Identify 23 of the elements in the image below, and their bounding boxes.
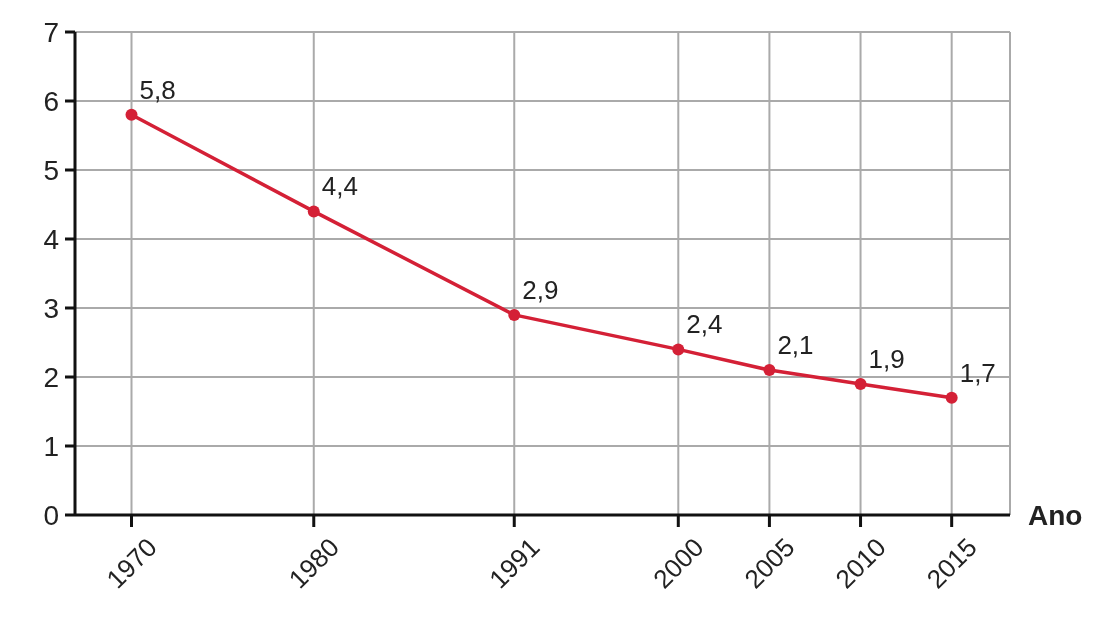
data-label: 5,8: [139, 74, 176, 105]
point: [854, 377, 867, 390]
y-tick-label: 7: [43, 16, 59, 48]
data-label: 4,4: [321, 171, 358, 202]
point: [672, 343, 685, 356]
point: [945, 391, 958, 404]
point: [307, 205, 320, 218]
data-label: 2,9: [522, 274, 559, 305]
point: [508, 308, 521, 321]
y-tick-label: 2: [43, 361, 59, 393]
point: [125, 108, 138, 121]
point: [763, 364, 776, 377]
y-tick-label: 0: [43, 499, 59, 531]
data-label: 2,1: [777, 330, 814, 361]
data-label: 2,4: [686, 309, 723, 340]
data-label: 1,7: [959, 357, 996, 388]
y-tick-label: 3: [43, 292, 59, 324]
y-tick-label: 6: [43, 85, 59, 117]
y-tick-label: 5: [43, 154, 59, 186]
y-tick-label: 4: [43, 223, 59, 255]
data-label: 1,9: [868, 343, 905, 374]
x-axis-title: Ano: [1028, 499, 1083, 531]
y-tick-label: 1: [43, 430, 59, 462]
